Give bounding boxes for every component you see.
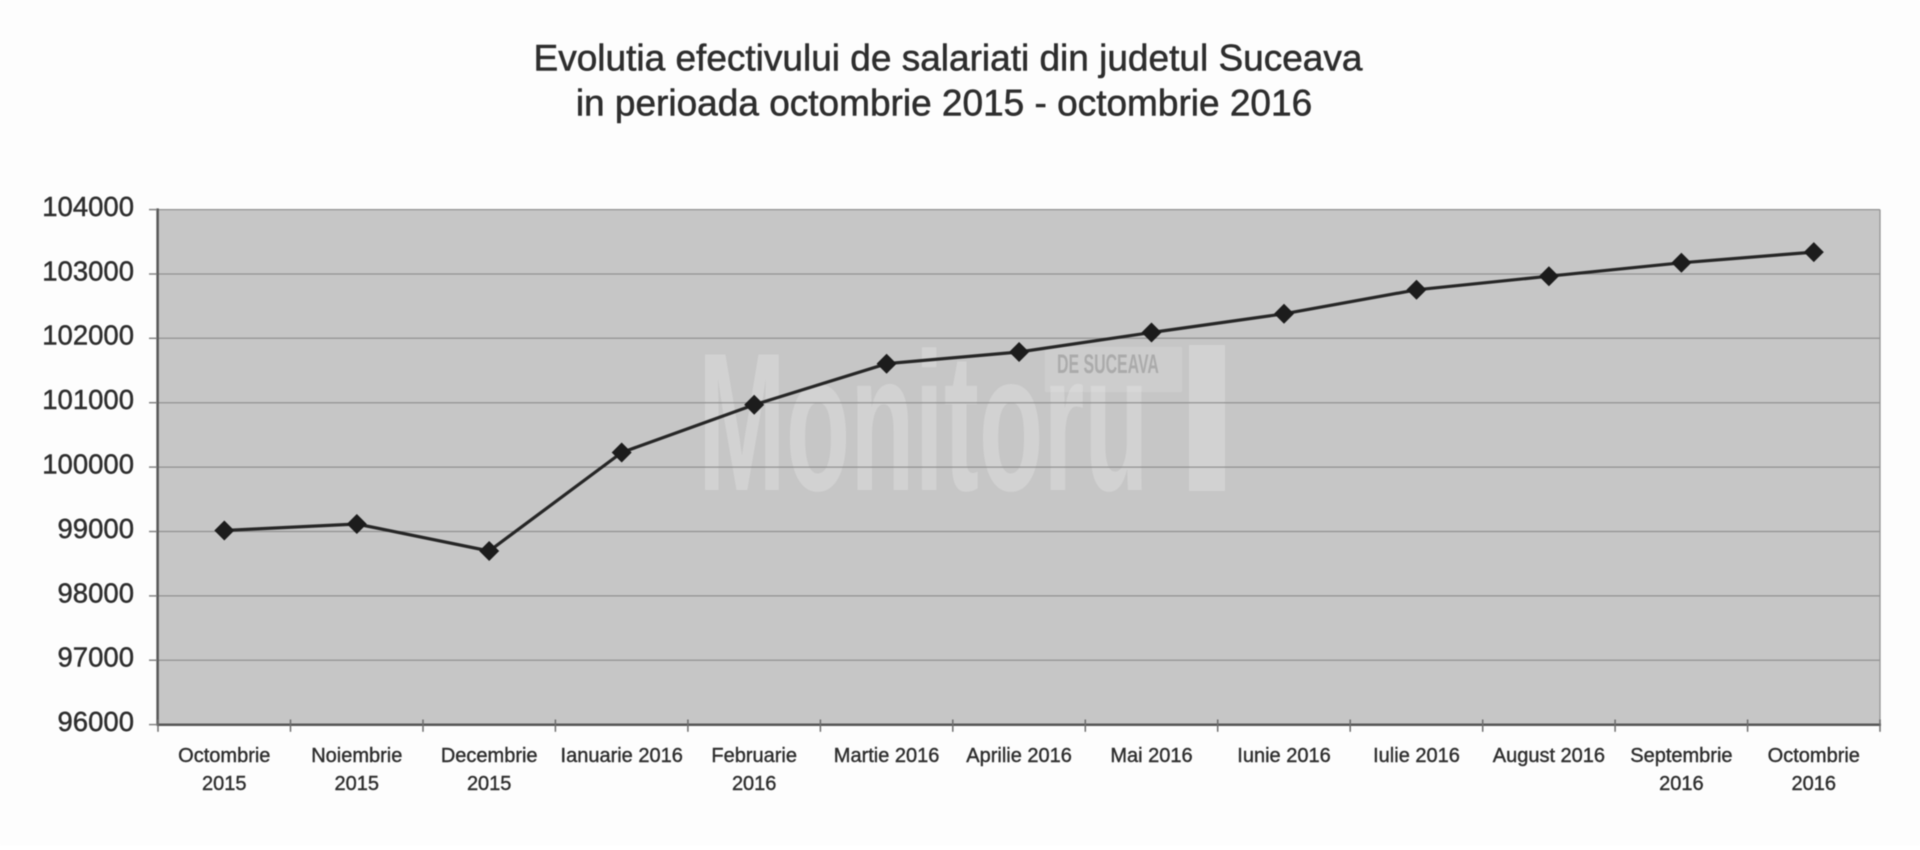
svg-text:in perioada octombrie 2015 - o: in perioada octombrie 2015 - octombrie 2… xyxy=(576,83,1312,124)
svg-text:2016: 2016 xyxy=(732,773,777,795)
svg-text:Decembrie: Decembrie xyxy=(441,745,538,767)
svg-text:2015: 2015 xyxy=(202,773,247,795)
svg-text:Martie 2016: Martie 2016 xyxy=(834,745,940,767)
svg-text:101000: 101000 xyxy=(42,384,134,415)
svg-text:Septembrie: Septembrie xyxy=(1630,745,1732,767)
svg-text:2015: 2015 xyxy=(467,773,512,795)
svg-text:2015: 2015 xyxy=(335,773,380,795)
svg-text:Ianuarie 2016: Ianuarie 2016 xyxy=(561,745,683,767)
svg-text:Evolutia efectivului de salari: Evolutia efectivului de salariati din ju… xyxy=(534,38,1363,79)
svg-text:97000: 97000 xyxy=(58,642,134,673)
svg-text:103000: 103000 xyxy=(42,255,134,286)
svg-text:104000: 104000 xyxy=(42,191,134,222)
svg-text:Mai 2016: Mai 2016 xyxy=(1110,745,1192,767)
svg-text:August 2016: August 2016 xyxy=(1493,745,1605,767)
svg-text:96000: 96000 xyxy=(58,706,134,737)
svg-text:Aprilie 2016: Aprilie 2016 xyxy=(966,745,1072,767)
svg-text:100000: 100000 xyxy=(42,449,134,480)
svg-text:98000: 98000 xyxy=(58,577,134,608)
svg-text:Iulie 2016: Iulie 2016 xyxy=(1373,745,1460,767)
svg-text:Noiembrie: Noiembrie xyxy=(311,745,402,767)
svg-text:99000: 99000 xyxy=(58,513,134,544)
svg-text:Februarie: Februarie xyxy=(711,745,797,767)
svg-text:2016: 2016 xyxy=(1792,773,1837,795)
svg-text:Octombrie: Octombrie xyxy=(178,745,270,767)
svg-text:DE SUCEAVA: DE SUCEAVA xyxy=(1057,349,1159,379)
svg-text:Iunie 2016: Iunie 2016 xyxy=(1237,745,1330,767)
svg-text:Monitoru: Monitoru xyxy=(698,313,1149,532)
svg-text:102000: 102000 xyxy=(42,320,134,351)
svg-text:2016: 2016 xyxy=(1659,773,1704,795)
svg-text:Octombrie: Octombrie xyxy=(1768,745,1860,767)
